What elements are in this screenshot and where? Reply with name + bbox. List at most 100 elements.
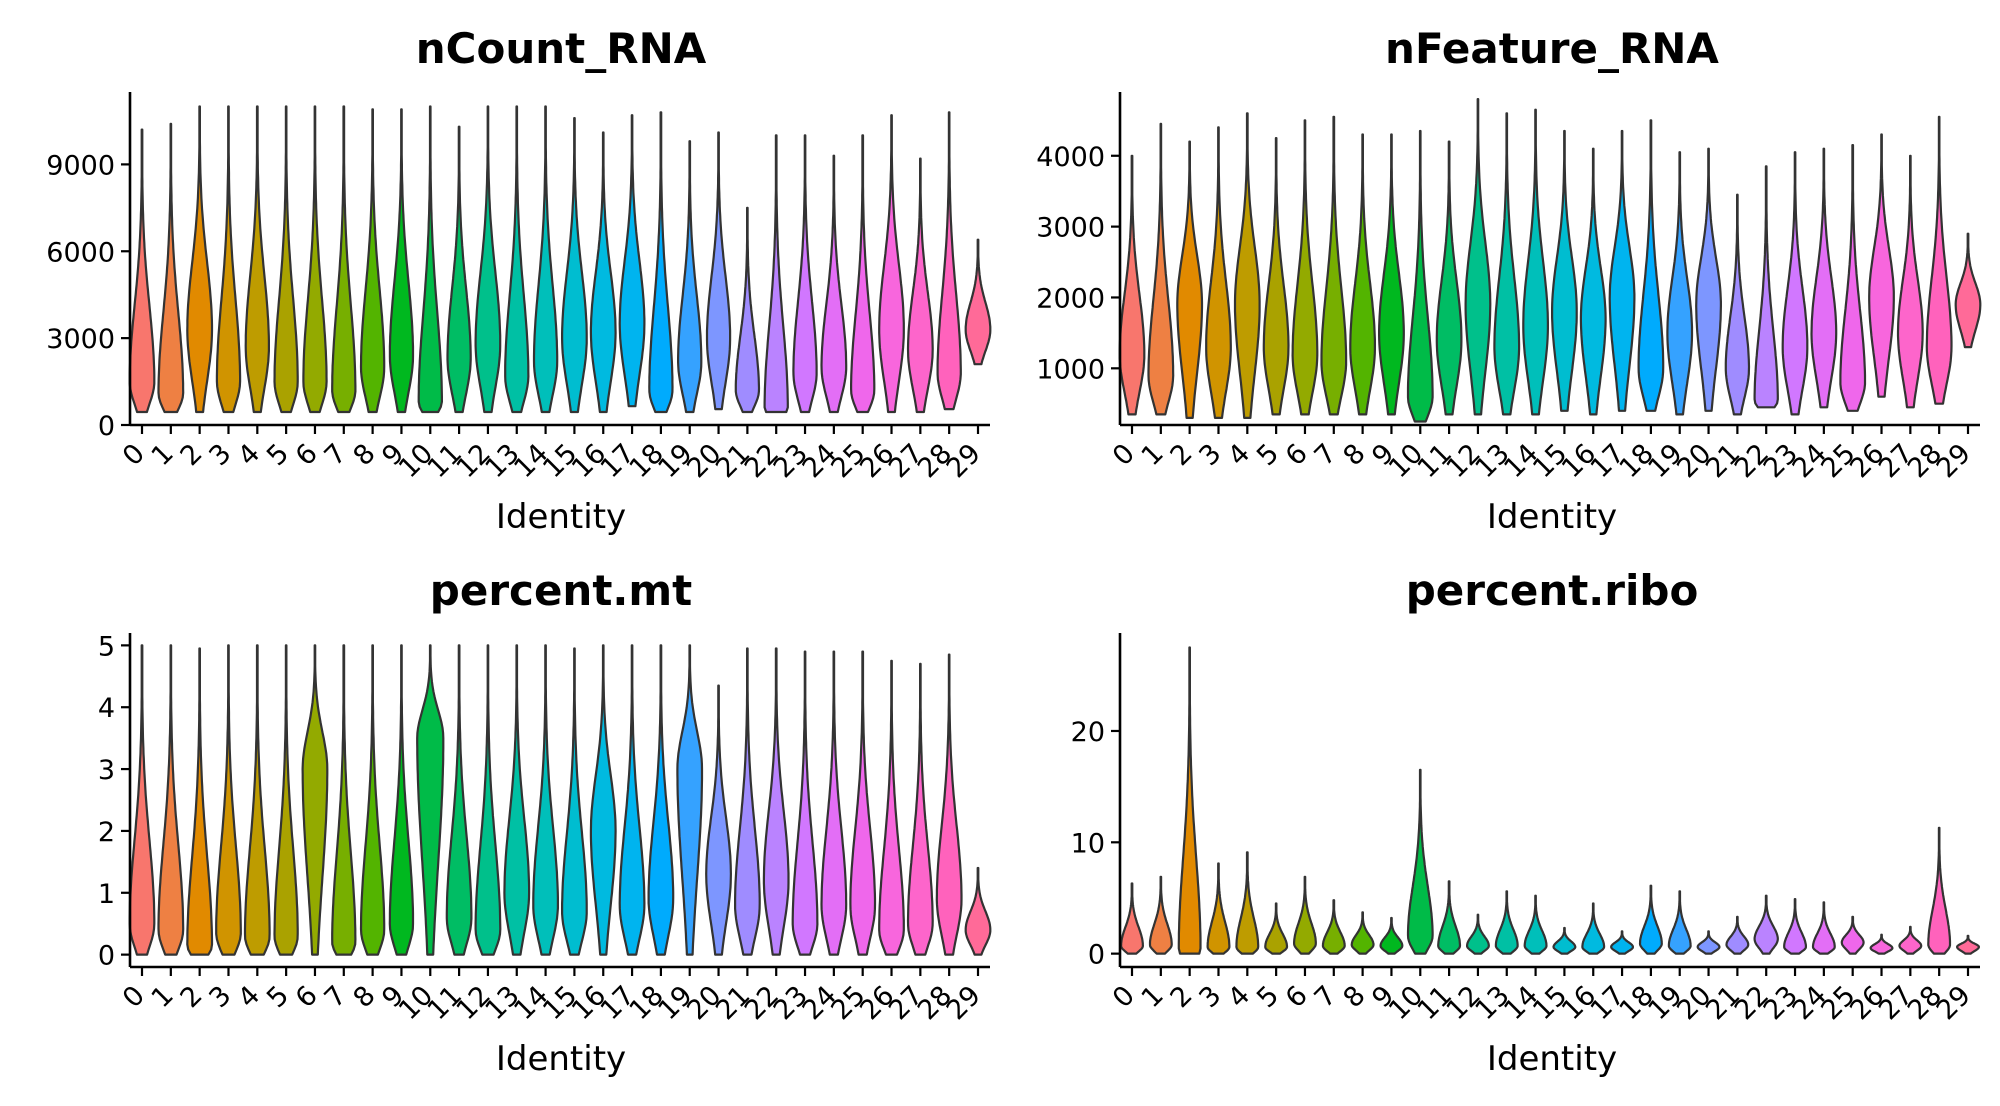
violin-10 xyxy=(1406,768,1434,955)
x-axis-label: Identity xyxy=(1487,497,1617,537)
x-tick-label: 3 xyxy=(203,438,237,472)
y-tick-label: 10 xyxy=(1071,828,1105,859)
violin-4 xyxy=(244,105,270,414)
y-ticks: 0 3000 6000 9000 xyxy=(46,150,130,442)
x-tick-label: 2 xyxy=(175,438,209,472)
x-tick-label: 2 xyxy=(1165,980,1199,1014)
x-tick-label: 4 xyxy=(1222,980,1256,1014)
x-tick-label: 5 xyxy=(261,980,295,1014)
violin-28 xyxy=(1927,826,1952,955)
violin-5 xyxy=(1264,902,1289,955)
x-tick-label: 8 xyxy=(347,438,381,472)
x-tick-label: 8 xyxy=(347,980,381,1014)
x-tick-label: 5 xyxy=(261,438,295,472)
y-tick-label: 2000 xyxy=(1036,283,1105,314)
violin-21 xyxy=(1725,915,1750,955)
violin-15 xyxy=(561,647,588,956)
violin-0 xyxy=(1118,154,1146,416)
violin-1 xyxy=(1147,122,1175,416)
violin-16 xyxy=(589,131,617,414)
x-tick-label: 6 xyxy=(1280,438,1314,472)
x-tick-label: 7 xyxy=(1309,980,1343,1014)
violin-13 xyxy=(1494,890,1519,955)
x-tick-label: 1 xyxy=(1136,438,1170,472)
violin-21 xyxy=(734,206,761,414)
violin-6 xyxy=(1291,119,1319,416)
x-tick-label: 8 xyxy=(1337,438,1371,472)
violin-13 xyxy=(504,105,530,414)
x-tick-label: 29 xyxy=(1931,980,1977,1026)
violin-9 xyxy=(388,644,415,956)
violin-2 xyxy=(1176,140,1204,419)
y-ticks: 0 1 2 3 4 5 xyxy=(98,631,130,972)
violin-17 xyxy=(1610,930,1634,955)
panel-title: percent.mt xyxy=(430,566,692,615)
violin-26 xyxy=(1869,933,1894,955)
violin-25 xyxy=(850,134,876,414)
violin-2 xyxy=(186,647,214,956)
violin-10 xyxy=(416,644,445,956)
x-axis-label: Identity xyxy=(496,1039,626,1079)
violin-4 xyxy=(1233,112,1261,419)
x-tick-label: 6 xyxy=(1280,980,1314,1014)
violin-23 xyxy=(792,134,818,414)
violin-15 xyxy=(561,117,588,414)
violin-28 xyxy=(1925,115,1953,405)
x-tick-label: 6 xyxy=(290,980,324,1014)
violin-16 xyxy=(589,644,617,956)
y-tick-label: 20 xyxy=(1071,717,1105,748)
y-tick-label: 0 xyxy=(98,411,115,442)
violin-7 xyxy=(1321,899,1346,955)
violin-11 xyxy=(445,644,473,956)
violin-21 xyxy=(734,647,761,956)
violin-20 xyxy=(705,131,732,411)
violin-26 xyxy=(878,114,905,414)
x-axis-label: Identity xyxy=(1487,1039,1617,1079)
violin-3 xyxy=(215,105,242,414)
y-ticks: 0 10 20 xyxy=(1071,717,1120,971)
y-tick-label: 3000 xyxy=(46,324,115,355)
violin-25 xyxy=(1839,144,1867,412)
violin-11 xyxy=(1437,880,1462,955)
y-tick-label: 5 xyxy=(98,631,115,662)
x-ticks: 0123456789101112131415161718192021222324… xyxy=(117,425,987,484)
violin-27 xyxy=(906,157,934,414)
violin-11 xyxy=(446,125,472,414)
violin-13 xyxy=(503,644,531,956)
violin-29 xyxy=(964,238,992,366)
violin-28 xyxy=(936,111,962,411)
x-tick-label: 29 xyxy=(941,980,987,1026)
panel-title: percent.ribo xyxy=(1406,566,1699,615)
violin-26 xyxy=(878,659,905,956)
violin-18 xyxy=(1637,119,1665,412)
x-tick-label: 3 xyxy=(1193,980,1227,1014)
y-tick-label: 2 xyxy=(98,817,115,848)
violin-24 xyxy=(820,650,848,956)
violin-4 xyxy=(243,644,271,956)
violin-8 xyxy=(359,108,386,414)
violin-1 xyxy=(157,122,185,414)
violin-12 xyxy=(474,105,502,414)
violins xyxy=(1120,646,1980,955)
violin-10 xyxy=(417,105,443,414)
x-tick-label: 1 xyxy=(1136,980,1170,1014)
x-tick-label: 0 xyxy=(1107,980,1141,1014)
violin-6 xyxy=(1293,875,1317,955)
x-tick-label: 29 xyxy=(941,438,987,484)
violin-5 xyxy=(273,644,299,956)
violins xyxy=(128,105,992,414)
violin-17 xyxy=(618,644,646,956)
y-tick-label: 4000 xyxy=(1036,142,1105,173)
violin-23 xyxy=(791,650,819,956)
x-tick-label: 4 xyxy=(1222,438,1256,472)
violin-28 xyxy=(935,653,963,956)
x-tick-label: 0 xyxy=(117,438,151,472)
violin-5 xyxy=(1262,137,1290,416)
violin-25 xyxy=(1840,915,1865,955)
violin-24 xyxy=(1810,147,1838,409)
x-tick-label: 1 xyxy=(146,980,180,1014)
